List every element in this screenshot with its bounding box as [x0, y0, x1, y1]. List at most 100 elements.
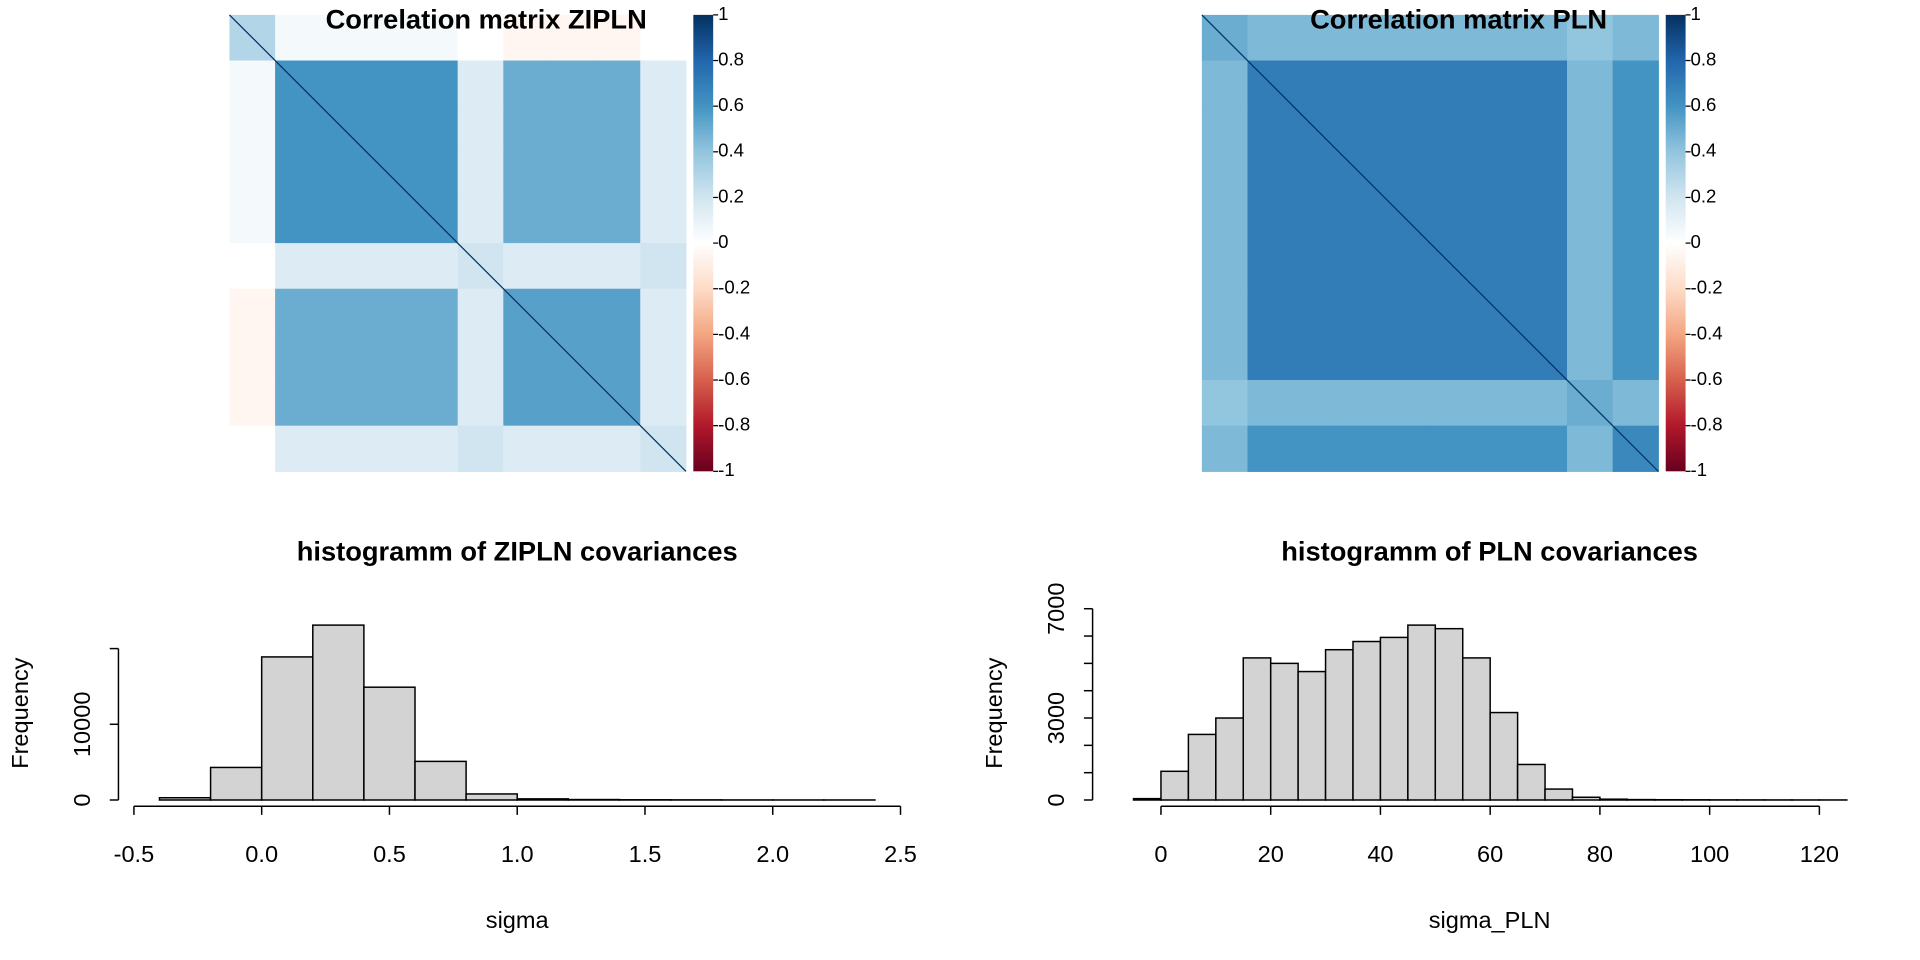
colorbar-label: -0.8 [1691, 414, 1723, 435]
heatmap-cell [1384, 60, 1431, 107]
heatmap-cell [366, 380, 413, 427]
heatmap-cell [1247, 380, 1294, 427]
histogram-bar [1187, 733, 1217, 801]
heatmap-cell [320, 288, 368, 336]
heatmap-cell [594, 14, 641, 62]
colorbar-label: 0.4 [1691, 140, 1717, 161]
heatmap-cell [1247, 151, 1294, 199]
histogram-bar [1160, 770, 1190, 801]
heatmap-cell [1567, 425, 1614, 472]
heatmap-cell [229, 243, 276, 290]
y-tick-label: 10000 [69, 692, 95, 757]
chart-title: Correlation matrix ZIPLN [326, 3, 647, 34]
heatmap-cell [1338, 197, 1386, 244]
heatmap-cell [457, 151, 504, 199]
diagonal [1201, 14, 1659, 472]
histogram-bar [1297, 670, 1327, 801]
heatmap-cell [320, 151, 368, 199]
heatmap-cell [1201, 380, 1249, 427]
colorbar-label: 0.8 [718, 48, 744, 69]
heatmap-cell [1612, 14, 1659, 62]
heatmap-cell [412, 425, 459, 472]
heatmap-cell [1567, 106, 1614, 153]
histogram-bar [209, 766, 263, 801]
heatmap-cell [1338, 380, 1386, 427]
heatmap-cell [548, 151, 596, 199]
heatmap-cell [1430, 197, 1477, 244]
x-tick-label: 1.0 [501, 841, 534, 867]
histogram-bar [1132, 797, 1162, 801]
heatmap-cell [1475, 60, 1522, 107]
heatmap-cell [1384, 151, 1431, 199]
heatmap-cell [1521, 106, 1568, 153]
x-tick-label: 20 [1258, 841, 1284, 867]
heatmap-cell [366, 243, 413, 290]
heatmap-cell [1475, 380, 1522, 427]
histogram-bar [1571, 796, 1601, 801]
heatmap-cell [1521, 243, 1568, 290]
heatmap-cell [1384, 14, 1431, 62]
heatmap-cell [275, 334, 322, 381]
heatmap-cell [1612, 151, 1659, 199]
x-tick-label: -0.5 [114, 841, 155, 867]
heatmap-cell [1430, 106, 1477, 153]
heatmap-cell [457, 197, 504, 244]
heatmap-cell [1293, 380, 1340, 427]
histogram-bar [312, 624, 365, 801]
heatmap-cell [594, 106, 641, 153]
heatmap-cell [548, 197, 596, 244]
histogram-bar [1352, 640, 1382, 801]
heatmap-cell [640, 243, 687, 290]
heatmap-cell [1612, 380, 1659, 427]
heatmap-cell [1430, 60, 1477, 107]
heatmap-cell [1293, 243, 1340, 290]
histogram-bar [1407, 624, 1437, 801]
heatmap-cell [1521, 425, 1568, 472]
heatmap-cell [366, 334, 413, 381]
heatmap-cell [1201, 334, 1249, 381]
diagonal [229, 14, 687, 472]
heatmap-cell [1384, 106, 1431, 153]
heatmap-cell [548, 425, 596, 472]
heatmap-cell [1521, 60, 1568, 107]
heatmap-cell [1475, 243, 1522, 290]
heatmap-cell [1247, 106, 1294, 153]
heatmap-cell [1338, 14, 1386, 62]
heatmap-cell [548, 243, 596, 290]
heatmap-cell [1247, 334, 1294, 381]
histogram-bar [1379, 636, 1409, 801]
heatmap-cell [640, 60, 687, 107]
histogram-bar [260, 656, 314, 801]
heatmap-cell [640, 106, 687, 153]
heatmap-cell [1475, 425, 1522, 472]
heatmap-cell [1201, 197, 1249, 244]
colorbar-label: 0 [718, 231, 728, 252]
heatmap-cell [640, 334, 687, 381]
heatmap-cell [1338, 425, 1386, 472]
x-tick-label: 40 [1367, 841, 1393, 867]
heatmap-cell [594, 425, 641, 472]
heatmap-cell [548, 288, 596, 336]
heatmap-cell [1293, 151, 1340, 199]
heatmap-cell [1338, 334, 1386, 381]
colorbar-label: -1 [1691, 459, 1708, 480]
heatmap-cell [1247, 425, 1294, 472]
heatmap-cell [1430, 288, 1477, 336]
x-tick-label: 1.5 [629, 841, 662, 867]
heatmap-cell [1612, 106, 1659, 153]
heatmap-cell [1338, 106, 1386, 153]
colorbar-label: 0 [1691, 231, 1701, 252]
histogram-bar [516, 798, 570, 801]
heatmap-cell [275, 380, 322, 427]
heatmap-cell [1521, 288, 1568, 336]
x-tick-label: 0.5 [373, 841, 406, 867]
heatmap-cell [275, 106, 322, 153]
heatmap-cell [1384, 425, 1431, 472]
heatmap-cell [457, 60, 504, 107]
heatmap-cell [1247, 14, 1294, 62]
colorbar-label: 1 [718, 3, 728, 24]
heatmap-cell [1475, 14, 1522, 62]
heatmap-cell [320, 14, 368, 62]
heatmap-cell [1567, 334, 1614, 381]
